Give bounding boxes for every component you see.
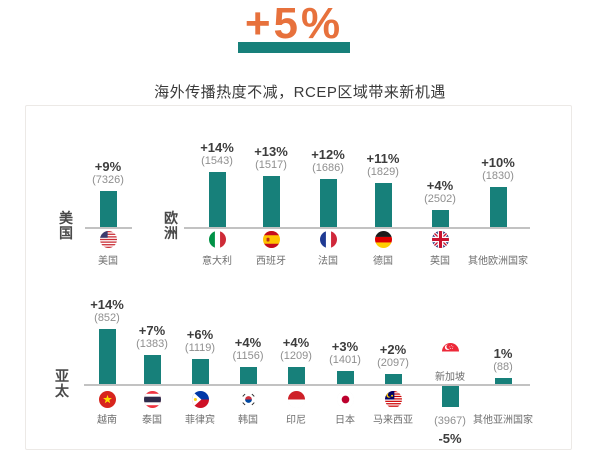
country-label: 美国: [98, 256, 118, 267]
value-label: (1830): [482, 170, 514, 182]
value-label: (1517): [255, 159, 287, 171]
bar-other: [494, 378, 512, 384]
philippines-flag-icon: [191, 390, 209, 408]
percent-label: +3%: [331, 339, 359, 354]
percent-label: +12%: [311, 147, 345, 162]
country-label: 泰国: [142, 415, 162, 426]
singapore-flag-icon: [441, 342, 459, 360]
country-label: 英国: [430, 256, 450, 267]
bar-id: [287, 367, 305, 384]
country-label: 意大利: [202, 256, 232, 267]
france-flag-icon: [319, 230, 337, 248]
percent-label: 1%: [493, 346, 513, 361]
value-label: (88): [493, 361, 513, 373]
percent-label: +13%: [254, 144, 288, 159]
percent-label: +4%: [234, 335, 262, 350]
bar-kr: [239, 367, 257, 384]
bar-th: [143, 355, 161, 384]
value-label: (7326): [92, 174, 124, 186]
percent-label: +9%: [94, 159, 122, 174]
japan-flag-icon: [336, 390, 354, 408]
percent-label: +11%: [366, 151, 400, 166]
bar-es: [262, 176, 280, 227]
country-label: 其他亚洲国家: [473, 415, 533, 426]
percent-label: -5%: [438, 431, 462, 446]
group-label: 欧 洲: [164, 210, 178, 241]
vietnam-flag-icon: [98, 390, 116, 408]
chart-card-border: [25, 105, 572, 450]
italy-flag-icon: [208, 230, 226, 248]
bar-sg: [441, 386, 459, 407]
value-label: (1829): [367, 166, 399, 178]
country-label: 韩国: [238, 415, 258, 426]
headline-underline-bar: [238, 42, 350, 53]
value-label: (852): [94, 312, 120, 324]
percent-label: +6%: [186, 327, 214, 342]
bar-it: [208, 172, 226, 227]
spain-flag-icon: [262, 230, 280, 248]
headline-percent: +5%: [244, 0, 344, 48]
value-label: (2097): [377, 357, 409, 369]
bar-us: [99, 191, 117, 227]
percent-label: +4%: [426, 178, 454, 193]
axis-line: [84, 384, 530, 386]
percent-label: +14%: [200, 140, 234, 155]
country-label: 其他欧洲国家: [468, 256, 528, 267]
country-label: 德国: [373, 256, 393, 267]
malaysia-flag-icon: [384, 390, 402, 408]
percent-label: +4%: [282, 335, 310, 350]
value-label: (1543): [201, 155, 233, 167]
bar-fr: [319, 179, 337, 227]
country-label: 法国: [318, 256, 338, 267]
bar-other: [489, 187, 507, 227]
value-label: (1209): [280, 350, 312, 362]
south-korea-flag-icon: [239, 390, 257, 408]
usa-flag-icon: [99, 230, 117, 248]
axis-line: [85, 227, 132, 229]
country-label: 越南: [97, 415, 117, 426]
bar-gb: [431, 210, 449, 227]
bar-vn: [98, 329, 116, 384]
value-label: (1401): [329, 354, 361, 366]
value-label: (1383): [136, 338, 168, 350]
value-label: (1686): [312, 162, 344, 174]
bar-ph: [191, 359, 209, 384]
country-label: 日本: [335, 415, 355, 426]
subtitle: 海外传播热度不减，RCEP区域带来新机遇: [154, 84, 446, 101]
percent-label: +10%: [481, 155, 515, 170]
group-label: 亚 太: [55, 368, 69, 399]
percent-label: +14%: [90, 297, 124, 312]
value-label: (3967): [434, 415, 466, 427]
axis-line: [184, 227, 530, 229]
country-label: 印尼: [286, 415, 306, 426]
country-label: 西班牙: [256, 256, 286, 267]
bar-my: [384, 374, 402, 384]
value-label: (1119): [184, 342, 216, 354]
thailand-flag-icon: [143, 390, 161, 408]
indonesia-flag-icon: [287, 390, 305, 408]
uk-flag-icon: [431, 230, 449, 248]
bar-de: [374, 183, 392, 227]
bar-jp: [336, 371, 354, 384]
country-label: 新加坡: [435, 372, 465, 383]
country-label: 马来西亚: [373, 415, 413, 426]
value-label: (1156): [232, 350, 264, 362]
country-label: 菲律宾: [185, 415, 215, 426]
value-label: (2502): [424, 193, 456, 205]
percent-label: +7%: [138, 323, 166, 338]
group-label: 美 国: [59, 210, 73, 241]
percent-label: +2%: [379, 342, 407, 357]
germany-flag-icon: [374, 230, 392, 248]
